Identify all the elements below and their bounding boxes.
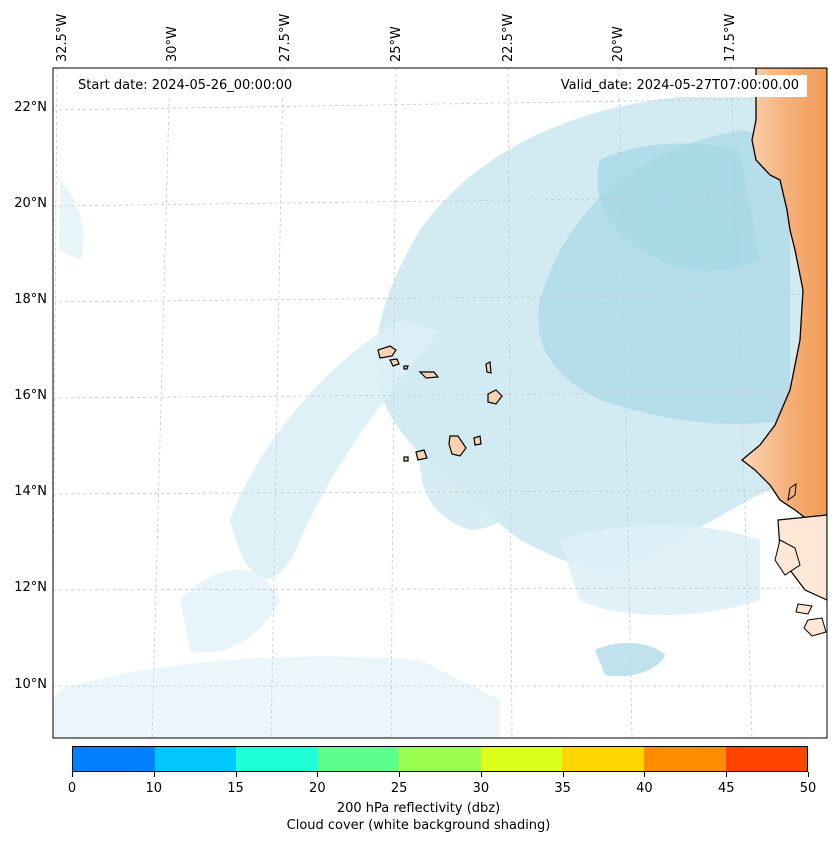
lat-label-18n: 18°N (14, 292, 47, 307)
colorbar-segment (562, 747, 644, 771)
colorbar-tick-label: 35 (554, 781, 571, 796)
colorbar-sublabel: Cloud cover (white background shading) (286, 818, 551, 833)
map-frame (52, 67, 828, 739)
colorbar-segment (480, 747, 563, 771)
colorbar-segment (236, 747, 318, 771)
colorbar-segment (154, 747, 237, 771)
valid-date-label: Valid_date: 2024-05-27T07:00:00.00 (552, 75, 807, 97)
longitude-labels: 32.5°W 30°W 27.5°W 25°W 22.5°W 20°W 17.5… (55, 14, 738, 62)
colorbar-tick-label: 0 (67, 781, 77, 796)
colorbar-segment (399, 747, 481, 771)
lat-label-12n: 12°N (14, 580, 47, 595)
colorbar-label: 200 hPa reflectivity (dbz) (336, 801, 501, 816)
colorbar-tick-label: 30 (472, 781, 490, 796)
colorbar-tick-mark (153, 772, 155, 777)
map-area (53, 68, 827, 738)
colorbar-tick-mark (644, 772, 646, 777)
coastline-west-africa (740, 68, 827, 637)
colorbar-tick-label: 40 (636, 781, 653, 796)
lat-label-22n: 22°N (14, 100, 47, 115)
colorbar-tick-mark (808, 772, 809, 777)
colorbar-tick-label: 15 (227, 781, 244, 796)
colorbar-tick-mark (235, 772, 237, 777)
lon-label-32-5w: 32.5°W (55, 14, 70, 62)
colorbar-ticks: 0 10 15 20 25 30 35 40 45 50 (68, 772, 816, 802)
colorbar-tick-label: 10 (145, 781, 163, 796)
cape-verde-islands (377, 345, 503, 462)
colorbar-tick-label: 20 (309, 781, 326, 796)
colorbar-tick-mark (480, 772, 482, 777)
colorbar-tick-mark (72, 772, 73, 777)
colorbar-tick-mark (562, 772, 564, 777)
graticule (53, 68, 827, 738)
colorbar-tick-mark (317, 772, 319, 777)
lon-label-20w: 20°W (611, 26, 626, 62)
colorbar-tick-label: 50 (799, 781, 817, 796)
lon-label-27-5w: 27.5°W (278, 14, 293, 62)
colorbar-tick-mark (726, 772, 728, 777)
colorbar (72, 746, 808, 772)
colorbar-segment (73, 747, 155, 771)
colorbar-segment (317, 747, 400, 771)
lat-label-16n: 16°N (14, 388, 47, 403)
lon-label-30w: 30°W (165, 26, 180, 62)
colorbar-segment (643, 747, 726, 771)
lat-label-20n: 20°N (14, 196, 47, 211)
start-date-label: Start date: 2024-05-26_00:00:00 (70, 75, 301, 97)
lat-label-14n: 14°N (14, 484, 47, 499)
colorbar-tick-label: 25 (390, 781, 408, 796)
lon-label-22-5w: 22.5°W (501, 14, 516, 62)
latitude-labels: 22°N 20°N 18°N 16°N 14°N 12°N 10°N (14, 100, 47, 692)
colorbar-segment (725, 747, 808, 771)
lon-label-17-5w: 17.5°W (723, 14, 738, 62)
colorbar-tick-mark (399, 772, 401, 777)
cloud-cover-shading (53, 95, 827, 738)
colorbar-tick-label: 45 (717, 781, 735, 796)
lon-label-25w: 25°W (389, 26, 404, 62)
lat-label-10n: 10°N (14, 677, 47, 692)
